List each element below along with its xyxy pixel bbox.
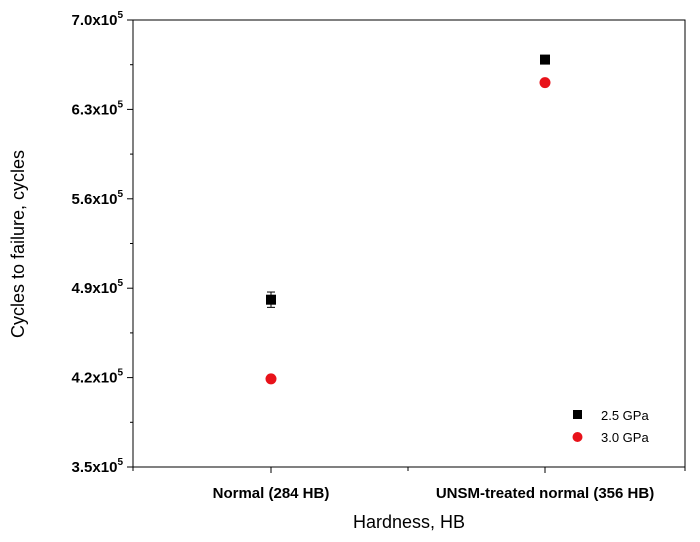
data-points [265, 54, 551, 385]
y-tick-label: 5.6x105 [72, 189, 124, 208]
data-point-circle [539, 77, 551, 89]
data-point-circle [265, 373, 277, 385]
legend-label: 3.0 GPa [601, 430, 649, 445]
y-tick-label: 6.3x105 [72, 99, 124, 118]
x-tick-label: Normal (284 HB) [213, 485, 330, 502]
data-point-square [540, 54, 550, 65]
legend-marker-circle [572, 432, 583, 442]
legend: 2.5 GPa 3.0 GPa [572, 408, 649, 445]
x-axis-title: Hardness, HB [353, 512, 465, 532]
x-tick-label: UNSM-treated normal (356 HB) [436, 485, 654, 502]
x-axis: Normal (284 HB) UNSM-treated normal (356 … [132, 467, 686, 502]
y-tick-label: 3.5x105 [72, 457, 124, 476]
plot-frame [132, 19, 686, 468]
y-axis: 3.5x105 4.2x105 4.9x105 5.6x105 6.3x105 7.0x1… [72, 10, 133, 476]
legend-marker-square [573, 410, 582, 419]
y-tick-label: 4.2x105 [72, 368, 124, 387]
y-axis-title: Cycles to failure, cycles [8, 150, 28, 338]
data-point-square [266, 294, 276, 305]
y-tick-label: 4.9x105 [72, 278, 124, 297]
legend-label: 2.5 GPa [601, 408, 649, 423]
y-tick-label: 7.0x105 [72, 10, 124, 29]
